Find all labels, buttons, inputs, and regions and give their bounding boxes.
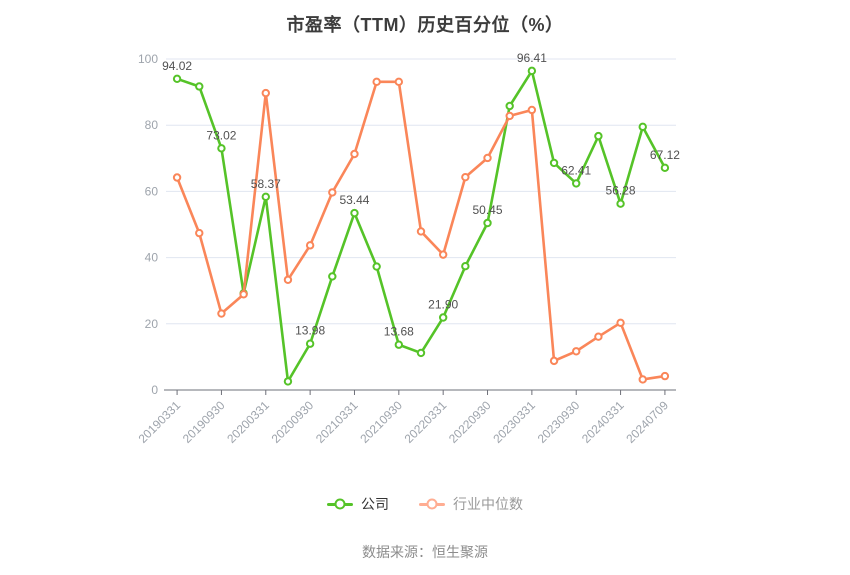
- data-point[interactable]: [438, 250, 448, 259]
- data-point[interactable]: [660, 371, 670, 381]
- data-point[interactable]: [217, 309, 226, 318]
- data-point[interactable]: [394, 77, 404, 87]
- data-point[interactable]: [461, 172, 470, 182]
- x-axis-label: 20210930: [357, 398, 405, 446]
- data-point[interactable]: [283, 275, 293, 284]
- data-point[interactable]: [372, 262, 381, 271]
- data-point-label: 96.41: [517, 51, 547, 65]
- data-point[interactable]: [660, 163, 670, 173]
- data-point-label: 53.44: [339, 193, 369, 207]
- x-axis-label: 20240709: [623, 398, 671, 446]
- data-point[interactable]: [638, 122, 647, 132]
- data-point[interactable]: [483, 153, 492, 163]
- data-point[interactable]: [416, 348, 426, 358]
- data-point[interactable]: [261, 192, 270, 201]
- data-point[interactable]: [594, 131, 603, 141]
- y-axis-label: 100: [138, 52, 158, 66]
- legend-line-marker-icon: [419, 498, 445, 510]
- x-axis-label: 20200331: [224, 398, 272, 446]
- data-point[interactable]: [549, 158, 559, 168]
- data-point[interactable]: [195, 228, 204, 238]
- legend-item-industry-median[interactable]: 行业中位数: [419, 497, 523, 511]
- y-axis-label: 40: [145, 251, 159, 265]
- data-point[interactable]: [239, 290, 248, 299]
- x-axis-label: 20220331: [402, 398, 450, 446]
- data-point[interactable]: [572, 347, 581, 356]
- data-point[interactable]: [505, 111, 514, 121]
- data-point-label: 56.28: [606, 184, 636, 198]
- data-point[interactable]: [217, 144, 226, 153]
- data-point[interactable]: [483, 218, 492, 228]
- data-point-label: 50.45: [473, 203, 503, 217]
- x-axis-label: 20190331: [136, 398, 184, 446]
- data-point[interactable]: [461, 262, 470, 271]
- data-point[interactable]: [283, 377, 293, 386]
- data-point[interactable]: [305, 339, 315, 348]
- data-point[interactable]: [505, 101, 514, 111]
- data-point[interactable]: [172, 173, 182, 182]
- legend-circle-icon: [426, 498, 438, 510]
- data-point[interactable]: [305, 241, 315, 250]
- data-point-label: 73.02: [206, 128, 236, 142]
- data-point[interactable]: [350, 149, 359, 159]
- data-point[interactable]: [172, 74, 182, 83]
- chart-legend: 公司 行业中位数: [0, 497, 850, 511]
- data-point[interactable]: [527, 66, 537, 76]
- x-axis-label: 20230930: [535, 398, 583, 446]
- data-point[interactable]: [527, 105, 537, 115]
- data-point-label: 58.37: [251, 177, 281, 191]
- data-point[interactable]: [438, 313, 448, 322]
- data-point-label: 21.90: [428, 298, 458, 312]
- x-axis-label: 20240331: [579, 398, 627, 446]
- y-axis-label: 0: [151, 383, 158, 397]
- data-point[interactable]: [594, 332, 603, 341]
- legend-line-marker-icon: [327, 498, 353, 510]
- legend-circle-icon: [334, 498, 346, 510]
- legend-label-company: 公司: [361, 496, 389, 512]
- legend-label-industry-median: 行业中位数: [453, 496, 523, 512]
- legend-item-company[interactable]: 公司: [327, 497, 389, 511]
- y-axis-label: 60: [145, 184, 159, 198]
- data-point[interactable]: [616, 199, 625, 208]
- data-point-label: 13.68: [384, 325, 414, 339]
- x-axis-label: 20230331: [490, 398, 538, 446]
- chart-title: 市盈率（TTM）历史百分位（%）: [286, 15, 564, 35]
- data-point[interactable]: [328, 188, 337, 197]
- data-point[interactable]: [350, 208, 359, 218]
- data-point[interactable]: [328, 272, 337, 281]
- data-point-label: 13.98: [295, 324, 325, 338]
- data-point[interactable]: [394, 340, 404, 349]
- y-axis-label: 20: [145, 317, 159, 331]
- data-point[interactable]: [549, 356, 559, 366]
- data-point[interactable]: [195, 82, 204, 91]
- data-point-label: 94.02: [162, 59, 192, 73]
- data-point[interactable]: [638, 375, 647, 384]
- data-point[interactable]: [261, 88, 270, 98]
- data-point[interactable]: [572, 179, 581, 188]
- data-point[interactable]: [416, 227, 426, 236]
- x-axis-label: 20200930: [269, 398, 317, 446]
- data-point[interactable]: [616, 318, 625, 328]
- x-axis-label: 20220930: [446, 398, 494, 446]
- data-point-label: 62.41: [561, 163, 591, 177]
- data-point-label: 67.12: [650, 148, 680, 162]
- data-point[interactable]: [372, 77, 381, 87]
- data-source-text: 数据来源：恒生聚源: [362, 544, 488, 560]
- y-axis-label: 80: [145, 118, 159, 132]
- x-axis-label: 20210331: [313, 398, 361, 446]
- x-axis-label: 20190930: [180, 398, 228, 446]
